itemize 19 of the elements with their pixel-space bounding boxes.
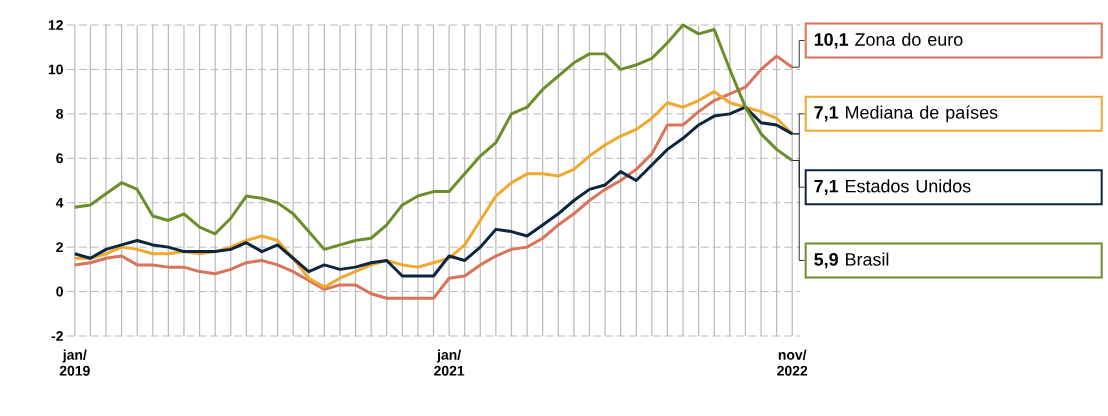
y-tick-label: 6 [56,153,63,164]
data-label: 10,1 [814,33,849,49]
y-tick-label: 4 [55,197,64,208]
y-tick-label: 10 [48,64,63,75]
text: Estados Unidos [846,179,971,193]
text: Zona do euro [855,32,963,46]
y-tick-label: 0 [56,286,63,297]
y-tick-label: 2 [56,242,63,253]
data-label: 7,1 [814,106,839,122]
x-tick-label: jan/ 2019 [59,349,90,376]
text: Mediana de países [846,105,998,123]
data-label: 7,1 [814,179,839,196]
y-tick-label: 12 [48,20,63,30]
y-tick-label: 8 [56,108,64,119]
data-label: 5,9 [814,253,838,269]
y-tick-label: -2 [51,331,63,341]
text: Brasil [846,252,889,266]
x-tick-label: nov/ 2022 [777,349,808,376]
x-tick-label: jan/ 2021 [434,349,465,376]
